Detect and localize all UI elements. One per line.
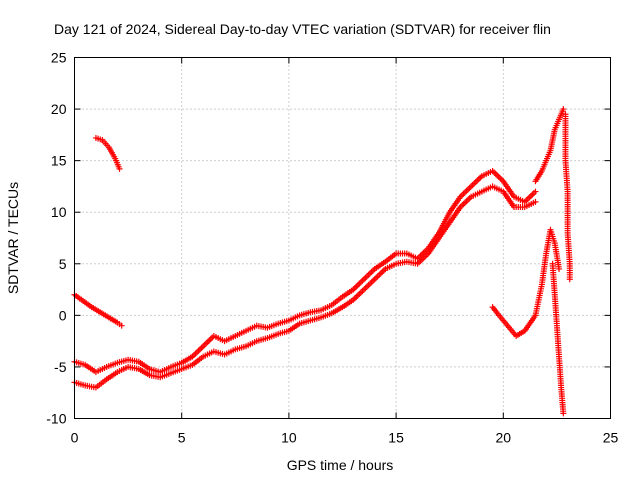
data-point <box>116 165 123 172</box>
data-point <box>532 198 539 205</box>
y-tick-label: 25 <box>51 50 67 66</box>
y-tick-label: -5 <box>54 359 67 375</box>
series-1 <box>71 183 539 391</box>
y-tick-label: 10 <box>51 204 67 220</box>
y-tick-label: -10 <box>46 411 66 427</box>
x-tick-label: 20 <box>496 430 512 446</box>
y-tick-label: 0 <box>59 307 67 323</box>
data-point <box>118 322 125 329</box>
x-tick-label: 10 <box>281 430 297 446</box>
x-tick-label: 25 <box>603 430 619 446</box>
series-2 <box>71 291 125 329</box>
series-4 <box>489 226 563 339</box>
chart-title: Day 121 of 2024, Sidereal Day-to-day VTE… <box>54 21 551 37</box>
series-6 <box>549 260 567 417</box>
data-point <box>566 276 573 283</box>
series-5 <box>532 106 567 185</box>
series-7 <box>562 111 573 283</box>
x-tick-label: 5 <box>178 430 186 446</box>
x-axis-label: GPS time / hours <box>287 457 394 473</box>
y-tick-label: 5 <box>59 256 67 272</box>
data-point <box>560 106 567 113</box>
x-tick-label: 15 <box>388 430 404 446</box>
data-point <box>560 410 567 417</box>
y-tick-label: 20 <box>51 101 67 117</box>
data-point <box>532 188 539 195</box>
data-point <box>556 265 563 272</box>
y-axis-label: SDTVAR / TECUs <box>5 182 21 294</box>
x-tick-label: 0 <box>71 430 79 446</box>
y-tick-label: 15 <box>51 153 67 169</box>
plot-frame <box>74 57 611 419</box>
series-3 <box>92 134 123 172</box>
